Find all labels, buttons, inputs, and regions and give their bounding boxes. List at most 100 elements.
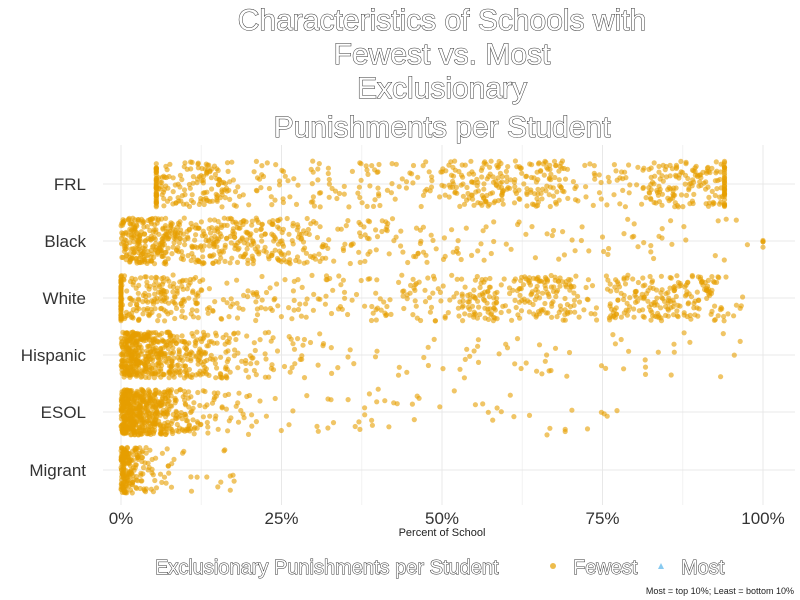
data-point	[462, 356, 468, 362]
data-point	[388, 190, 394, 196]
data-point	[134, 406, 140, 412]
data-point	[262, 351, 268, 357]
data-point	[121, 387, 128, 393]
data-point	[161, 233, 167, 239]
data-point	[714, 186, 720, 192]
data-point	[202, 351, 208, 357]
data-point	[172, 294, 178, 300]
data-point	[127, 240, 133, 246]
data-point	[379, 228, 385, 235]
data-point	[325, 396, 331, 402]
data-point	[685, 175, 691, 182]
data-point	[138, 470, 144, 476]
data-point	[573, 183, 579, 189]
data-point	[357, 160, 363, 166]
data-point	[511, 414, 517, 420]
data-point	[635, 164, 641, 170]
data-point	[282, 173, 288, 179]
data-point	[297, 301, 303, 307]
data-point	[607, 281, 613, 287]
data-point	[159, 243, 165, 249]
data-point	[553, 162, 559, 168]
data-point	[167, 388, 173, 394]
data-point	[358, 233, 364, 239]
data-point	[227, 260, 233, 266]
data-point	[222, 258, 228, 264]
data-point	[487, 275, 493, 282]
data-point	[544, 352, 550, 358]
data-point	[126, 251, 133, 257]
data-point	[460, 318, 466, 324]
data-point	[258, 185, 264, 191]
data-point	[281, 252, 287, 258]
data-point	[303, 250, 309, 256]
data-point	[206, 372, 212, 378]
data-point	[696, 297, 702, 303]
data-point	[176, 366, 182, 372]
data-point	[315, 177, 321, 183]
data-point	[564, 373, 570, 379]
data-point	[159, 287, 165, 293]
data-point	[605, 277, 611, 283]
data-point	[556, 177, 562, 183]
data-point	[362, 412, 368, 418]
data-point	[171, 456, 177, 462]
data-point	[133, 484, 139, 491]
data-point	[571, 290, 577, 296]
data-point	[151, 375, 157, 381]
data-point	[118, 306, 124, 312]
x-tick-label: 0%	[109, 509, 134, 528]
data-point	[718, 374, 724, 380]
data-point	[552, 174, 558, 181]
data-point	[447, 297, 453, 303]
data-point	[683, 161, 689, 167]
data-point	[317, 224, 323, 230]
data-point	[245, 288, 251, 294]
data-point	[422, 287, 428, 293]
data-point	[457, 299, 463, 305]
y-tick-label: Migrant	[29, 461, 86, 480]
data-point	[641, 240, 647, 246]
data-point	[449, 272, 455, 278]
data-point	[276, 257, 282, 263]
data-point	[516, 187, 522, 193]
data-point	[611, 192, 617, 198]
data-point	[585, 277, 592, 283]
data-point	[290, 288, 296, 294]
data-point	[716, 275, 722, 281]
data-point	[163, 261, 169, 267]
data-point	[382, 310, 388, 316]
data-point	[159, 410, 165, 416]
data-point	[196, 174, 202, 180]
data-point	[349, 168, 355, 174]
data-point	[147, 389, 153, 396]
data-point	[135, 296, 141, 302]
data-point	[578, 237, 585, 244]
data-point	[200, 190, 206, 196]
data-point	[153, 200, 159, 206]
data-point	[384, 303, 390, 310]
data-point	[386, 251, 392, 257]
data-point	[481, 181, 487, 187]
data-point	[141, 257, 147, 263]
data-point	[487, 284, 493, 290]
data-point	[200, 414, 206, 420]
data-point	[323, 255, 329, 261]
data-point	[341, 191, 347, 197]
data-point	[229, 216, 235, 222]
data-point	[485, 409, 491, 415]
data-point	[645, 298, 651, 304]
data-point	[159, 362, 165, 369]
data-point	[131, 412, 137, 418]
data-point	[738, 303, 744, 309]
data-point	[690, 200, 696, 207]
data-point	[182, 160, 188, 166]
data-point	[391, 400, 397, 406]
data-point	[673, 185, 679, 191]
data-point	[491, 301, 497, 307]
data-point	[594, 317, 600, 323]
data-point	[154, 245, 160, 251]
data-point	[492, 198, 498, 204]
data-point	[286, 422, 292, 428]
data-point	[340, 245, 346, 251]
